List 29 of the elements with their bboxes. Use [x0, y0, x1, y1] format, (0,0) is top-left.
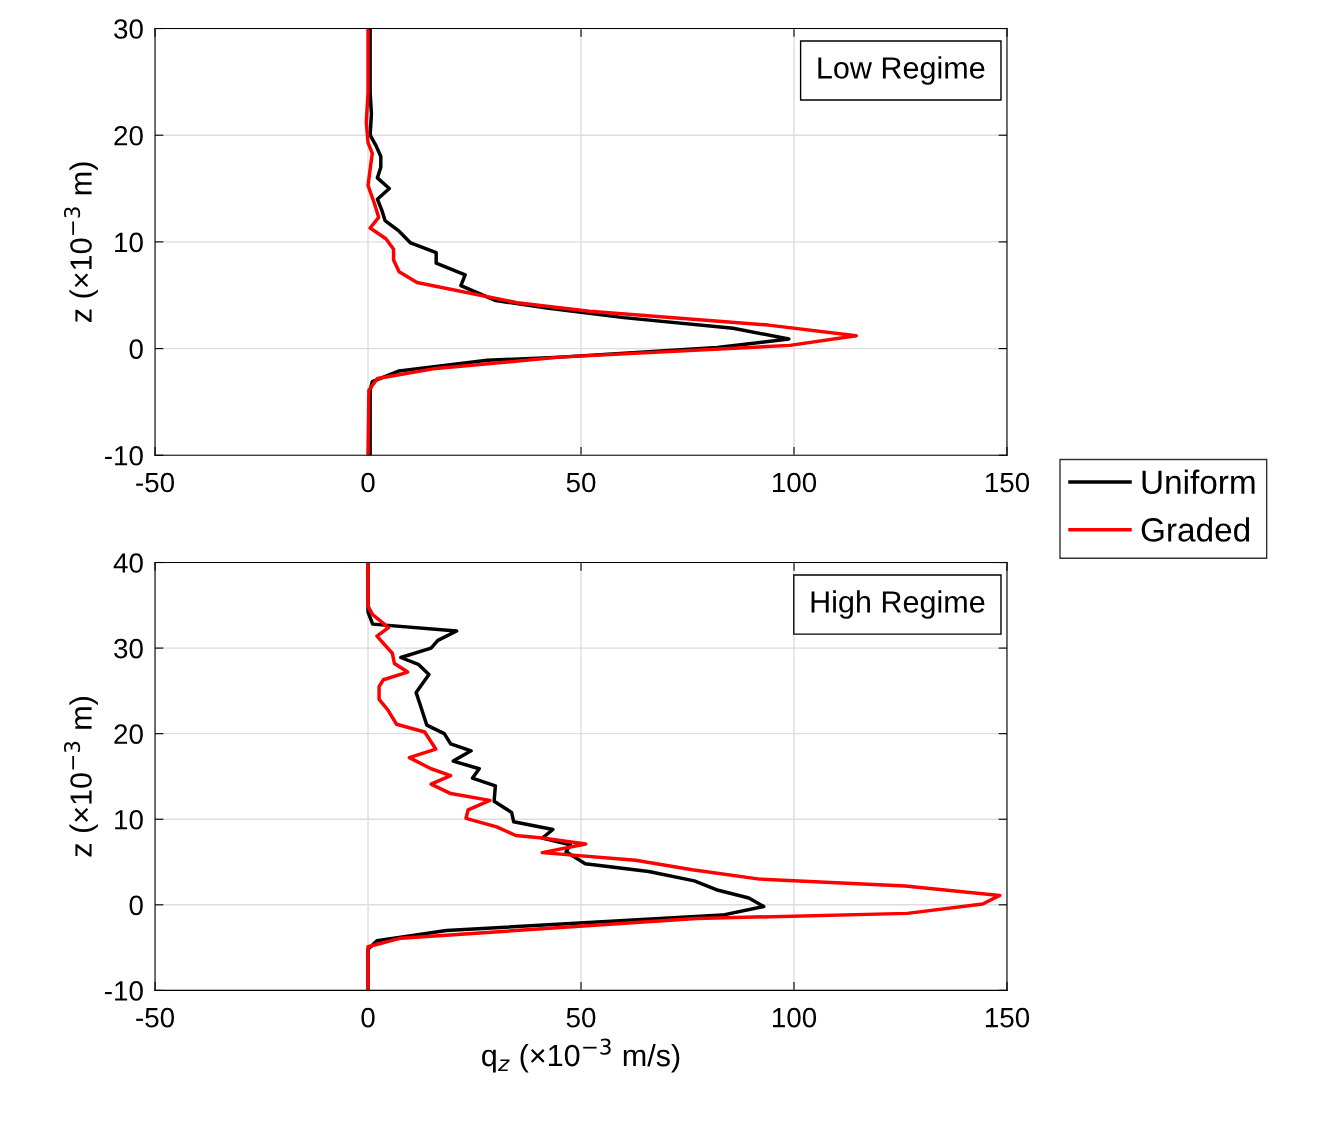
line-series [366, 562, 1002, 991]
y-tick-label: 10 [115, 809, 143, 830]
x-tick-label: -50 [136, 472, 175, 493]
y-axis-title: z (×10$^{−3}$ m) [63, 697, 98, 857]
x-tick-label: 150 [985, 1007, 1030, 1028]
legend-label: Uniform [1142, 469, 1255, 494]
x-tick-label: 100 [772, 1007, 817, 1028]
y-tick-label: 0 [129, 339, 143, 359]
legend-label: Graded [1141, 517, 1250, 542]
y-tick-label: 10 [115, 232, 143, 253]
y-tick-label: 20 [114, 125, 143, 146]
annotation: Low Regime [818, 56, 985, 85]
y-tick-label: 20 [114, 724, 143, 744]
x-tick-label: -50 [136, 1007, 175, 1028]
y-tick-label: -10 [105, 445, 143, 466]
y-axis-title: z (×10$^{−3}$ m) [63, 162, 98, 322]
x-tick-label: 0 [361, 1007, 375, 1028]
x-tick-label: 150 [985, 472, 1030, 493]
x-tick-label: 50 [566, 472, 596, 493]
x-tick-label: 0 [361, 472, 375, 493]
y-tick-label: 0 [129, 895, 143, 916]
y-tick-label: 40 [113, 553, 143, 573]
annotation: High Regime [811, 590, 985, 619]
x-axis-title: q$_{z}$ (×10$^{−3}$ m/s) [482, 1038, 680, 1073]
y-tick-label: -10 [105, 981, 143, 1001]
x-tick-label: 100 [772, 472, 817, 493]
y-tick-label: 30 [114, 638, 143, 659]
y-tick-label: 30 [114, 19, 143, 39]
x-tick-label: 50 [566, 1007, 596, 1028]
